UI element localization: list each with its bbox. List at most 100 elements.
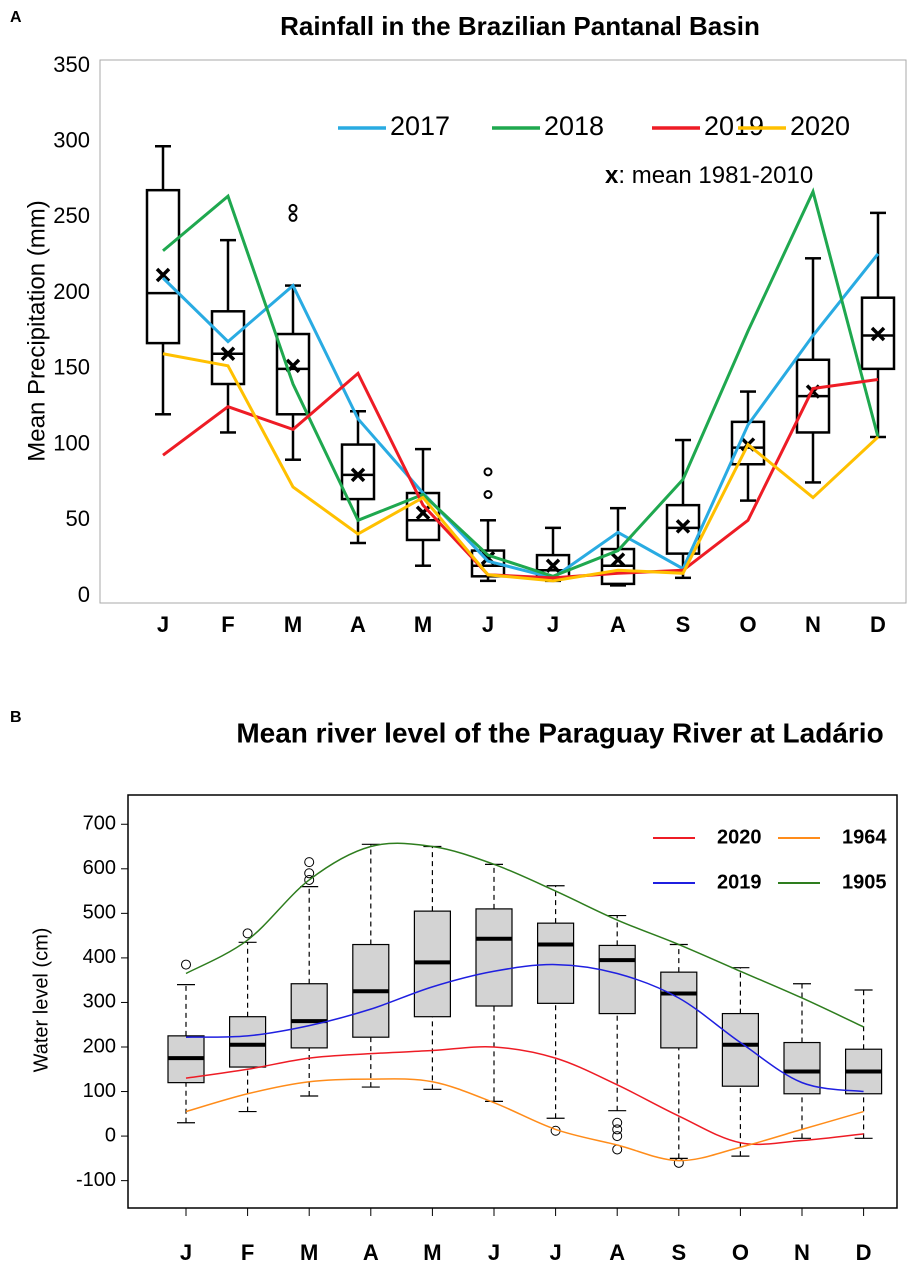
y-tick-label: 50 [66,506,90,531]
box [475,908,513,1007]
series-line [162,187,880,578]
x-tick-label: J [488,1240,500,1265]
x-tick-label: J [549,1240,561,1265]
plot-frame [127,794,898,1209]
box [721,1012,760,1087]
x-tick-label: A [350,612,366,637]
box [665,503,701,555]
y-tick-label: 0 [78,582,90,607]
box [210,310,246,386]
panel-label: B [10,709,22,726]
outlier [181,959,191,970]
y-tick-label: 100 [53,430,90,455]
box [145,188,181,345]
y-tick-label: 200 [53,279,90,304]
mean-marker [610,552,626,567]
legend-label: 2017 [390,111,450,141]
x-tick-label: A [609,1240,625,1265]
mean-marker: x [605,162,619,189]
y-axis-label: Mean Precipitation (mm) [23,200,50,461]
x-tick-label: O [739,612,756,637]
outlier [288,212,298,222]
y-tick-label: 500 [83,902,116,924]
x-tick-label: D [856,1240,872,1265]
box [275,332,311,416]
legend-label: 1905 [842,871,887,893]
x-tick-label: N [805,612,821,637]
y-tick-label: 300 [53,128,90,153]
mean-label: : mean 1981-2010 [618,162,813,189]
x-tick-label: M [284,612,302,637]
y-tick-label: 0 [105,1124,116,1146]
box [470,549,506,578]
y-tick-label: 250 [53,203,90,228]
y-tick-label: 700 [83,813,116,835]
chart-title: Mean river level of the Paraguay River a… [236,717,883,748]
box [229,1016,267,1068]
box [730,420,766,466]
x-tick-label: D [870,612,886,637]
mean-marker [220,346,236,361]
y-tick-label: 150 [53,355,90,380]
x-tick-label: M [300,1240,318,1265]
x-tick-label: S [671,1240,686,1265]
mean-marker [155,267,171,283]
box [290,983,328,1049]
series-line [185,963,864,1093]
legend-label: 2020 [717,826,762,848]
plot-frame [99,59,907,604]
series-line [162,370,879,580]
mean-legend: x: mean 1981-2010 [605,162,813,189]
box [598,944,636,1015]
x-tick-label: A [610,612,626,637]
outlier [304,874,315,885]
series-line [161,252,880,580]
y-tick-label: 400 [83,946,116,968]
outlier [612,1117,623,1128]
series-line [185,1045,864,1146]
legend-label: 2019 [717,871,762,893]
x-tick-label: F [241,1240,254,1265]
mean-marker [545,558,561,573]
x-tick-label: J [547,612,559,637]
x-tick-label: J [482,612,494,637]
outlier [673,1157,684,1168]
legend-label: 2018 [544,111,604,141]
x-tick-label: M [423,1240,441,1265]
x-tick-label: F [221,612,234,637]
box [536,922,575,1004]
outlier [483,490,493,500]
x-tick-label: J [180,1240,192,1265]
y-tick-label: 200 [83,1035,116,1057]
y-tick-label: 350 [53,52,90,77]
chart-title: Rainfall in the Brazilian Pantanal Basin [280,11,760,41]
box [860,296,896,371]
mean-marker [675,519,691,534]
mean-marker [870,326,886,342]
legend-label: 1964 [842,826,887,848]
x-tick-label: S [676,612,691,637]
box [783,1041,821,1095]
y-tick-label: 300 [83,991,116,1013]
box [660,971,698,1049]
outlier [612,1131,623,1142]
y-tick-label: -100 [76,1169,116,1191]
x-tick-label: A [363,1240,379,1265]
y-axis-label: Water level (cm) [30,928,52,1073]
series-line [185,842,864,1028]
x-tick-label: J [157,612,169,637]
legend-label: 2019 [704,111,764,141]
outlier [242,928,253,939]
legend-label: 2020 [790,111,850,141]
box [340,443,376,501]
x-tick-label: O [732,1240,749,1265]
outlier [288,203,298,213]
outlier [304,868,315,879]
outlier [612,1124,623,1135]
mean-marker [350,467,366,483]
y-tick-label: 600 [83,857,116,879]
series-line [162,352,880,583]
series-line [185,1078,864,1162]
outlier [304,857,315,868]
